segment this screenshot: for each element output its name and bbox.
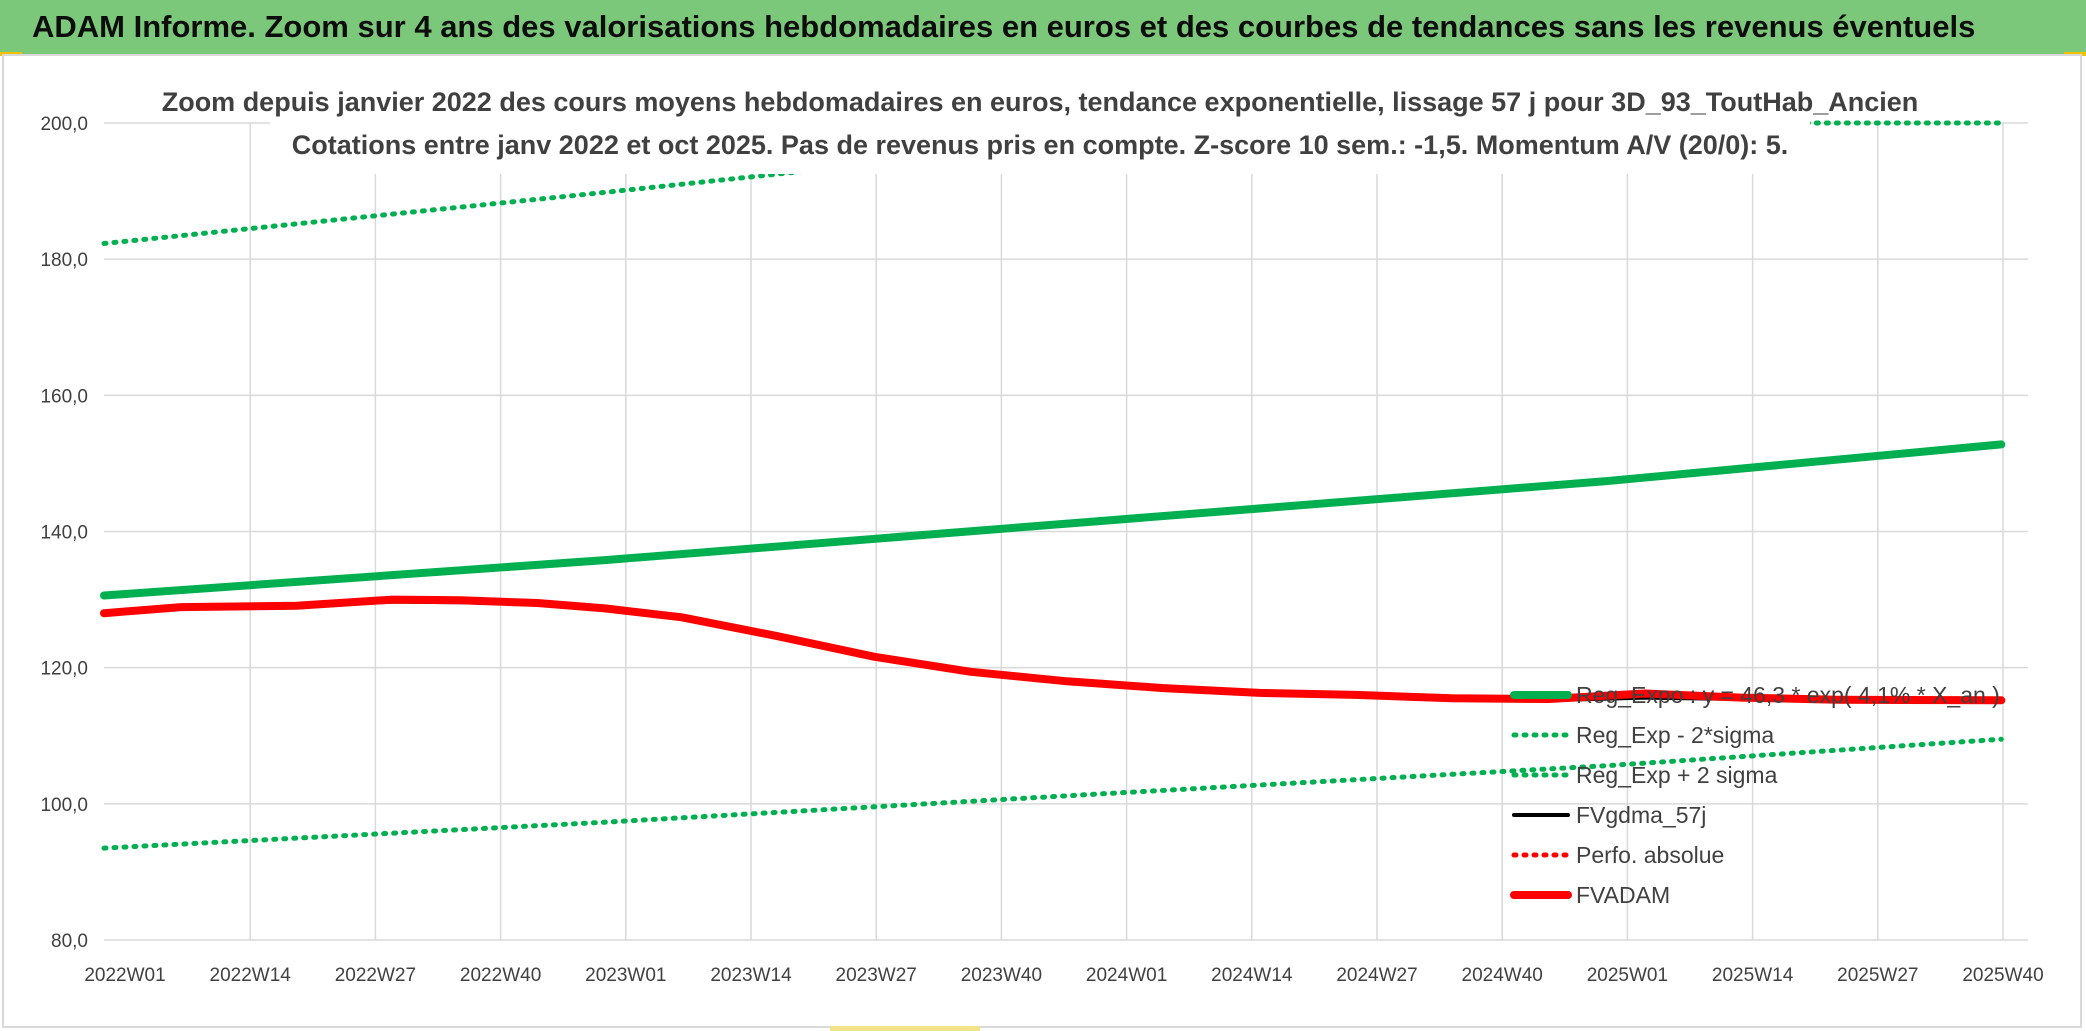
legend-label: Reg_Exp + 2 sigma xyxy=(1576,762,1778,788)
legend: Reg_Expo : y = 46,3 * exp( 4,1% * X_an )… xyxy=(1510,682,2000,908)
legend-label: Perfo. absolue xyxy=(1576,842,1724,868)
legend-label: FVADAM xyxy=(1576,882,1670,908)
x-axis-ticks: 2022W01 2022W14 2022W27 2022W40 2023W01 2023W… xyxy=(84,965,2043,986)
y-tick-label: 120,0 xyxy=(40,659,88,680)
x-tick-label: 2022W14 xyxy=(210,965,292,986)
y-axis-ticks: 80,0 100,0 120,0 140,0 160,0 180,0 200,0 xyxy=(40,114,88,952)
y-tick-label: 180,0 xyxy=(40,250,88,271)
legend-label: Reg_Expo : y = 46,3 * exp( 4,1% * X_an ) xyxy=(1576,682,2000,708)
x-tick-label: 2023W27 xyxy=(836,965,917,986)
x-tick-label: 2023W14 xyxy=(710,965,792,986)
title-background xyxy=(270,84,1810,174)
x-tick-label: 2022W01 xyxy=(84,965,165,986)
x-tick-label: 2023W40 xyxy=(961,965,1042,986)
legend-label: FVgdma_57j xyxy=(1576,802,1706,828)
banner-title: ADAM Informe. Zoom sur 4 ans des valoris… xyxy=(32,9,1976,44)
x-tick-label: 2024W01 xyxy=(1086,965,1167,986)
series-line-1 xyxy=(101,736,2004,851)
series-line-0 xyxy=(100,440,2006,600)
chart-title-line-1: Zoom depuis janvier 2022 des cours moyen… xyxy=(162,87,1919,117)
y-tick-label: 80,0 xyxy=(51,931,88,952)
gridlines xyxy=(104,122,2028,941)
legend-label: Reg_Exp - 2*sigma xyxy=(1576,722,1774,748)
series-line-4 xyxy=(101,597,2004,703)
series-lines xyxy=(100,120,2006,851)
y-tick-label: 140,0 xyxy=(40,523,88,544)
x-tick-label: 2022W27 xyxy=(335,965,416,986)
y-tick-label: 160,0 xyxy=(40,386,88,407)
x-tick-label: 2025W27 xyxy=(1837,965,1918,986)
x-tick-label: 2024W27 xyxy=(1336,965,1417,986)
x-tick-label: 2024W14 xyxy=(1211,965,1293,986)
chart-title-line-2: Cotations entre janv 2022 et oct 2025. P… xyxy=(292,130,1789,160)
x-tick-label: 2023W01 xyxy=(585,965,666,986)
y-tick-label: 100,0 xyxy=(40,795,88,816)
x-tick-label: 2024W40 xyxy=(1462,965,1543,986)
x-tick-label: 2025W01 xyxy=(1587,965,1668,986)
x-tick-label: 2025W40 xyxy=(1962,965,2043,986)
bottom-accent xyxy=(830,1026,980,1031)
report-banner: ADAM Informe. Zoom sur 4 ans des valoris… xyxy=(0,0,2086,54)
x-tick-label: 2022W40 xyxy=(460,965,541,986)
x-tick-label: 2025W14 xyxy=(1712,965,1794,986)
chart-frame xyxy=(2,54,2082,1028)
y-tick-label: 200,0 xyxy=(40,114,88,135)
